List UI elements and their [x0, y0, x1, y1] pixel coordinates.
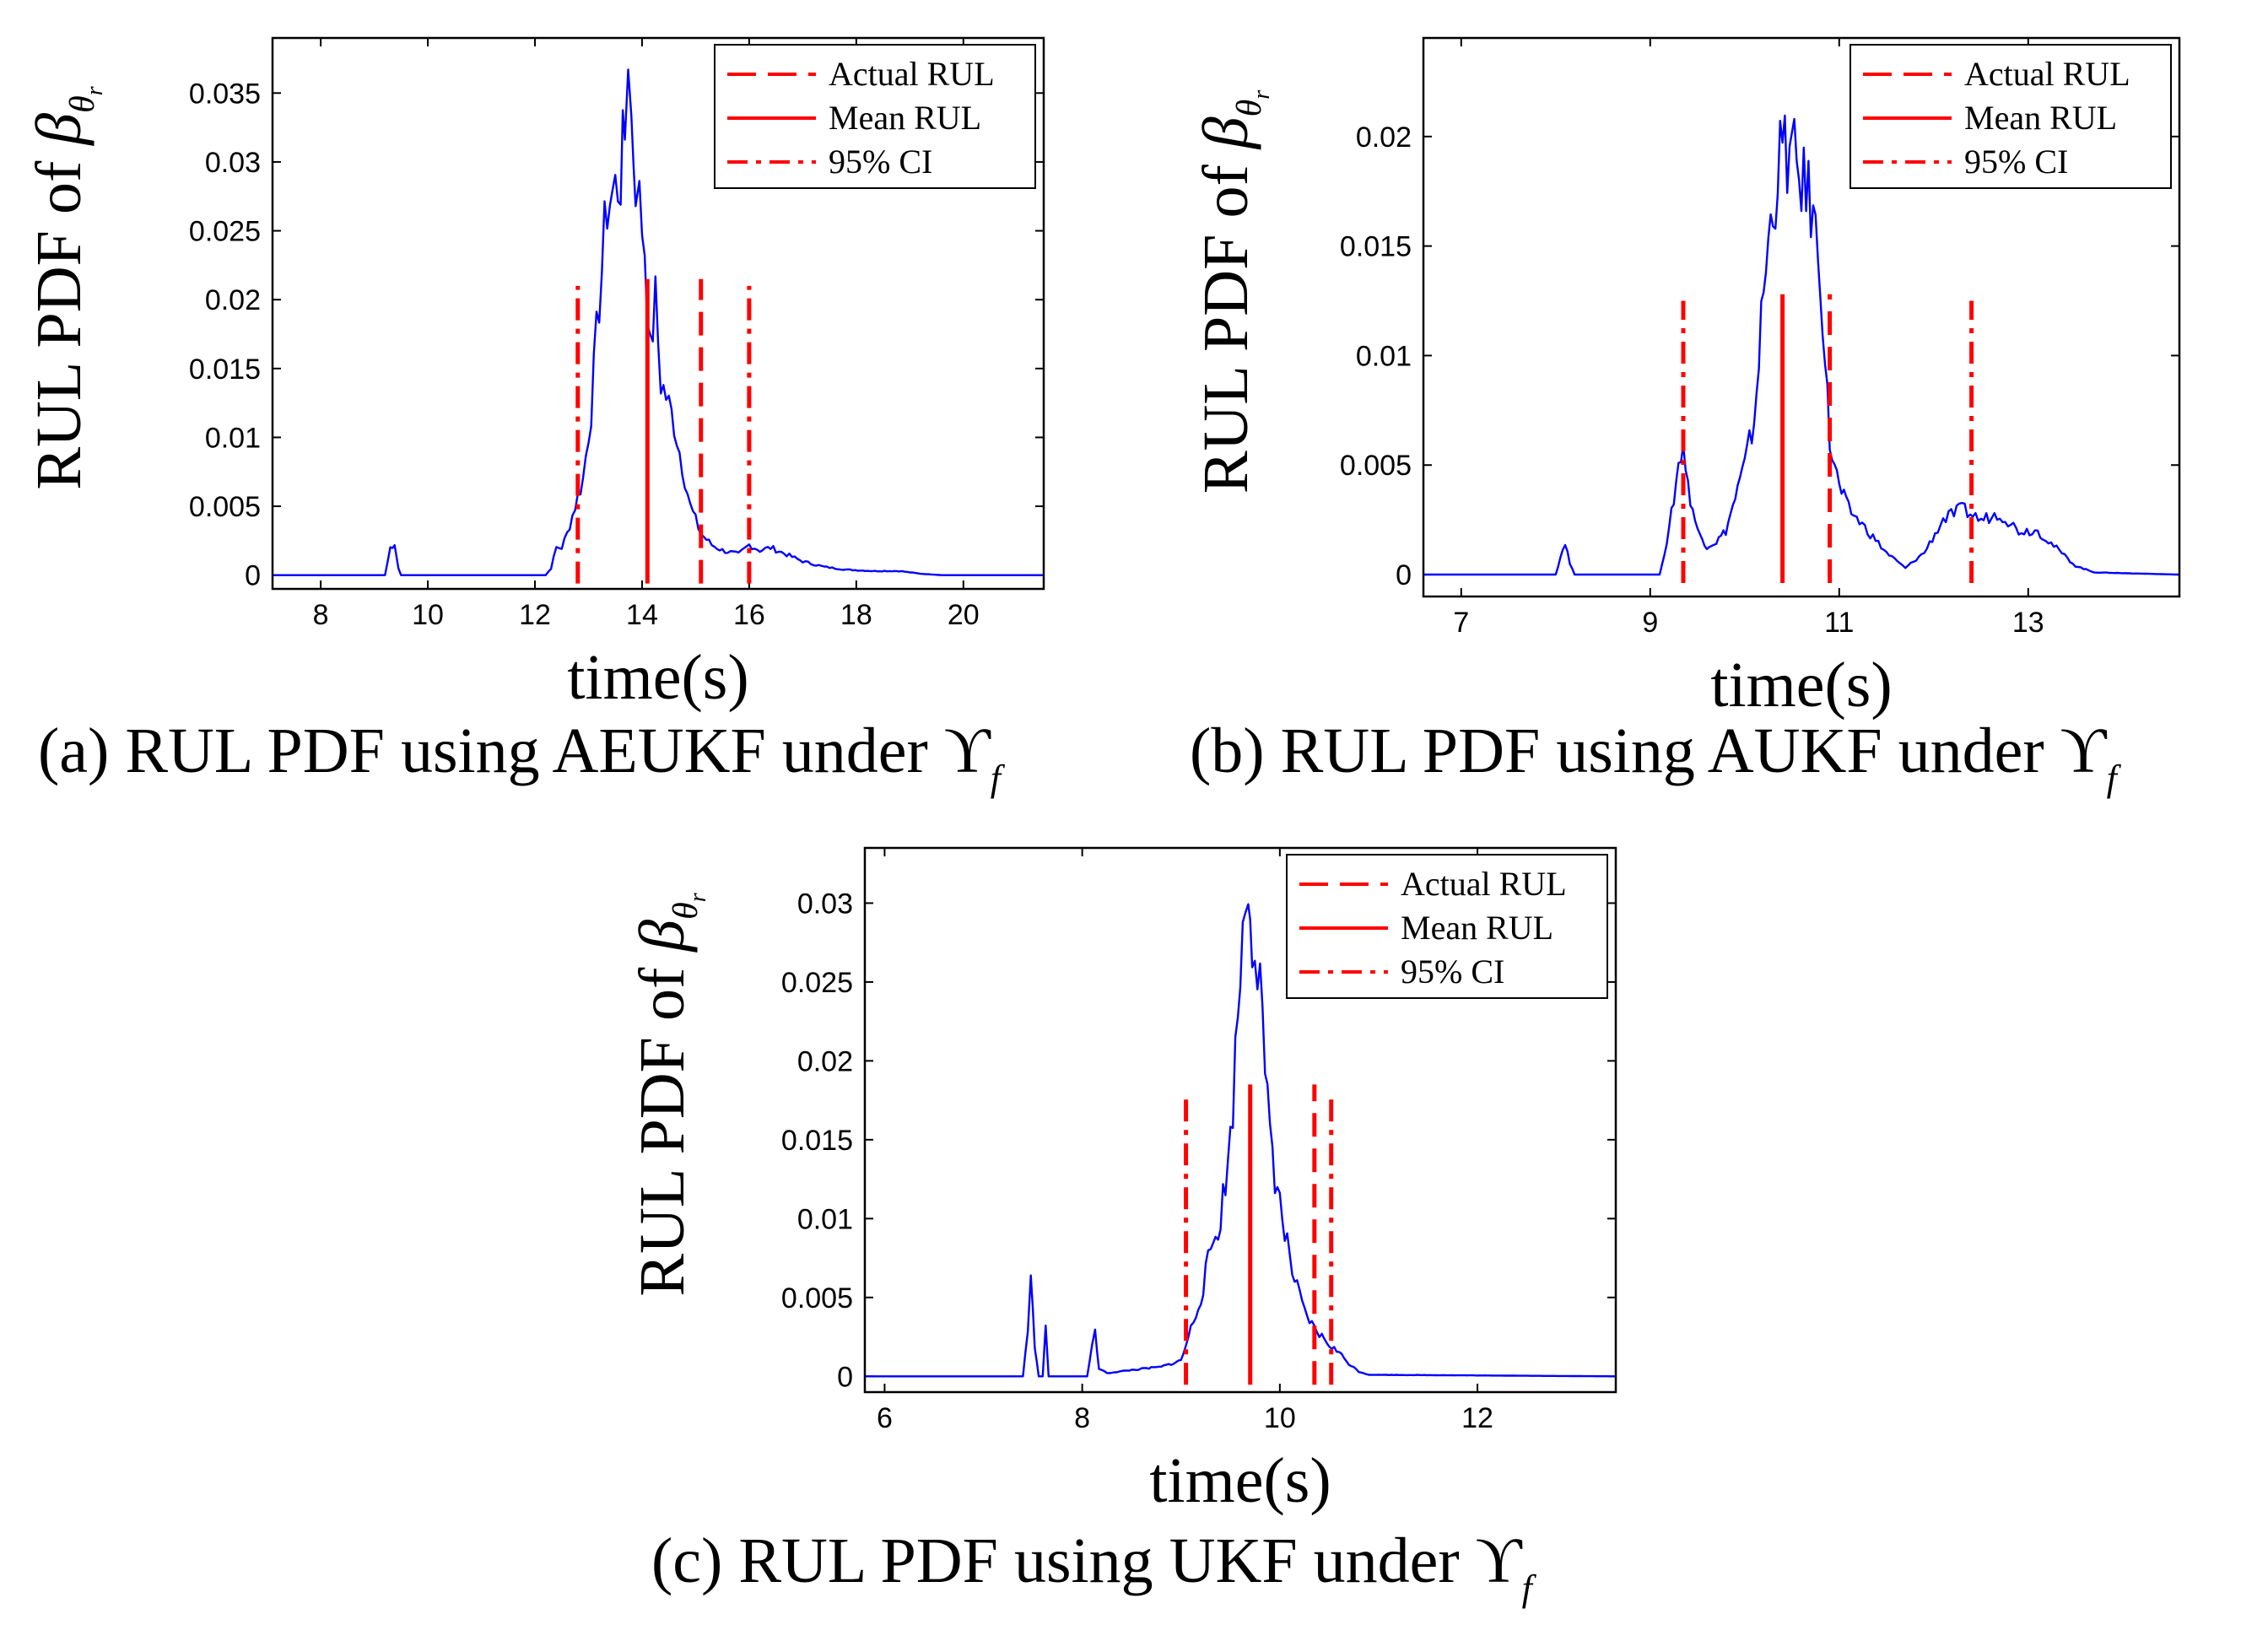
panel-caption: (a) RUL PDF using AEUKF under ϒf: [38, 715, 1006, 799]
y-axis-label: RUL PDF of βθr: [24, 86, 108, 489]
x-tick-label: 10: [1264, 1402, 1296, 1434]
legend: Actual RUL Mean RUL 95% CI: [714, 44, 1036, 189]
legend-actual-rul-label: Actual RUL: [829, 55, 995, 93]
panel-caption: (c) RUL PDF using UKF under ϒf: [651, 1525, 1537, 1609]
chart-panel-b: 7 9 11 13 0 0.005 0.01 0.015 0.02 Actual RUL Mean …: [1190, 36, 2181, 799]
y-tick-label: 0.01: [797, 1203, 853, 1235]
x-tick-label: 13: [2012, 607, 2044, 639]
x-axis-label: time(s): [1149, 1445, 1331, 1516]
pdf-curve: [865, 903, 1616, 1378]
chart-panel-c: 6 8 10 12 0 0.005 0.01 0.015 0.02 0.025 0.03 Actual…: [627, 846, 1617, 1609]
y-tick-label: 0.025: [189, 216, 261, 248]
plot-contents: [273, 68, 1044, 584]
x-tick-label: 12: [1461, 1402, 1493, 1434]
y-tick-label: 0.02: [797, 1045, 853, 1077]
x-tick-label: 8: [313, 599, 329, 631]
x-tick-label: 7: [1453, 607, 1469, 639]
legend-95-ci-label: 95% CI: [829, 143, 932, 181]
y-tick-label: 0: [837, 1361, 853, 1393]
y-axis-label: RUL PDF of βθr: [627, 893, 711, 1296]
axes-frame: [1422, 36, 2181, 598]
x-tick-label: 16: [733, 599, 765, 631]
y-tick-label: 0.005: [189, 491, 261, 523]
x-tick-label: 20: [948, 599, 980, 631]
legend-mean-rul-label: Mean RUL: [1401, 909, 1553, 947]
plot-contents: [865, 903, 1616, 1385]
x-tick-label: 6: [877, 1402, 893, 1434]
pdf-curve: [1423, 114, 2179, 576]
y-tick-label: 0.03: [797, 888, 853, 920]
y-tick-label: 0.01: [1356, 340, 1412, 372]
x-tick-label: 10: [412, 599, 444, 631]
y-tick-label: 0.03: [205, 147, 261, 179]
legend: Actual RUL Mean RUL 95% CI: [1286, 854, 1608, 999]
axes-frame: [271, 36, 1045, 591]
y-tick-label: 0.025: [781, 967, 853, 999]
x-tick-label: 11: [1824, 607, 1854, 639]
legend-actual-rul-label: Actual RUL: [1964, 55, 2130, 93]
legend: Actual RUL Mean RUL 95% CI: [1850, 44, 2172, 189]
y-tick-label: 0.02: [205, 284, 261, 316]
y-axis-label: RUL PDF of βθr: [1191, 90, 1275, 494]
legend-95-ci-label: 95% CI: [1401, 953, 1504, 991]
y-tick-label: 0.015: [189, 354, 261, 386]
axes-frame: [863, 846, 1617, 1394]
y-tick-label: 0.015: [1340, 231, 1412, 263]
chart-panel-a: 8 10 12 14 16 18 20 0 0.005 0.01 0.015 0.02 0.025 0.0…: [24, 36, 1045, 799]
x-tick-label: 8: [1074, 1402, 1090, 1434]
x-tick-label: 9: [1642, 607, 1658, 639]
panel-caption: (b) RUL PDF using AUKF under ϒf: [1190, 715, 2122, 799]
legend-95-ci-label: 95% CI: [1964, 143, 2068, 181]
y-tick-label: 0.015: [781, 1125, 853, 1157]
y-tick-label: 0: [245, 560, 261, 592]
y-tick-label: 0: [1396, 559, 1412, 591]
y-tick-label: 0.035: [189, 78, 261, 110]
legend-actual-rul-label: Actual RUL: [1401, 865, 1567, 903]
x-axis-label: time(s): [1710, 650, 1892, 721]
legend-mean-rul-label: Mean RUL: [829, 99, 981, 137]
plot-contents: [1423, 114, 2179, 584]
y-tick-label: 0.005: [781, 1282, 853, 1314]
legend-mean-rul-label: Mean RUL: [1964, 99, 2117, 137]
x-tick-label: 18: [840, 599, 872, 631]
x-tick-label: 14: [626, 599, 658, 631]
x-tick-label: 12: [519, 599, 551, 631]
x-axis-label: time(s): [567, 642, 748, 713]
y-tick-label: 0.02: [1356, 121, 1412, 154]
pdf-curve: [273, 68, 1044, 576]
y-tick-label: 0.01: [205, 422, 261, 454]
y-tick-label: 0.005: [1340, 450, 1412, 482]
